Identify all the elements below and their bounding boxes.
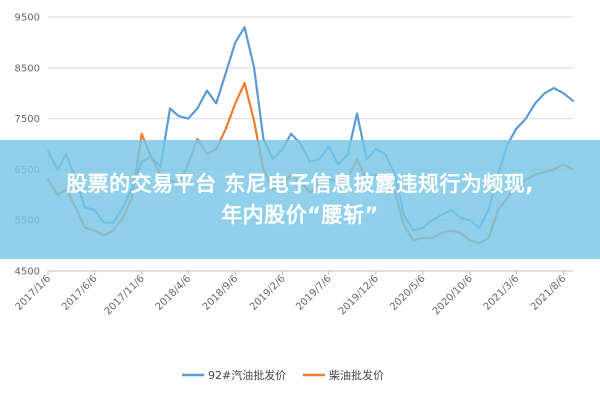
legend-label: 92#汽油批发价 <box>208 368 286 382</box>
headline-line-1: 股票的交易平台 东尼电子信息披露违规行为频现, <box>66 171 534 196</box>
x-tick-label: 2020/10/6 <box>431 273 475 317</box>
x-tick-label: 2018/9/6 <box>201 273 241 313</box>
x-tick-label: 2019/12/6 <box>337 273 381 317</box>
headline-banner: 股票的交易平台 东尼电子信息披露违规行为频现, 年内股价“腰斩” <box>0 140 600 259</box>
x-tick-label: 2021/8/6 <box>529 273 569 313</box>
x-tick-label: 2021/3/6 <box>482 273 522 313</box>
x-tick-label: 2017/6/6 <box>60 273 100 313</box>
x-tick-label: 2017/11/6 <box>103 273 147 317</box>
y-tick-label: 4500 <box>15 267 40 278</box>
x-tick-label: 2018/4/6 <box>154 273 194 313</box>
x-tick-label: 2020/5/6 <box>388 273 428 313</box>
x-tick-label: 2019/2/6 <box>248 273 288 313</box>
x-tick-label: 2017/1/6 <box>14 273 54 313</box>
y-tick-label: 7500 <box>15 114 40 125</box>
legend: 92#汽油批发价 柴油批发价 <box>182 368 384 382</box>
headline-line-2: 年内股价“腰斩” <box>221 202 379 227</box>
y-tick-label: 9500 <box>15 13 40 24</box>
legend-label: 柴油批发价 <box>329 368 384 382</box>
x-tick-label: 2019/7/6 <box>294 273 334 313</box>
y-tick-label: 8500 <box>15 63 40 74</box>
